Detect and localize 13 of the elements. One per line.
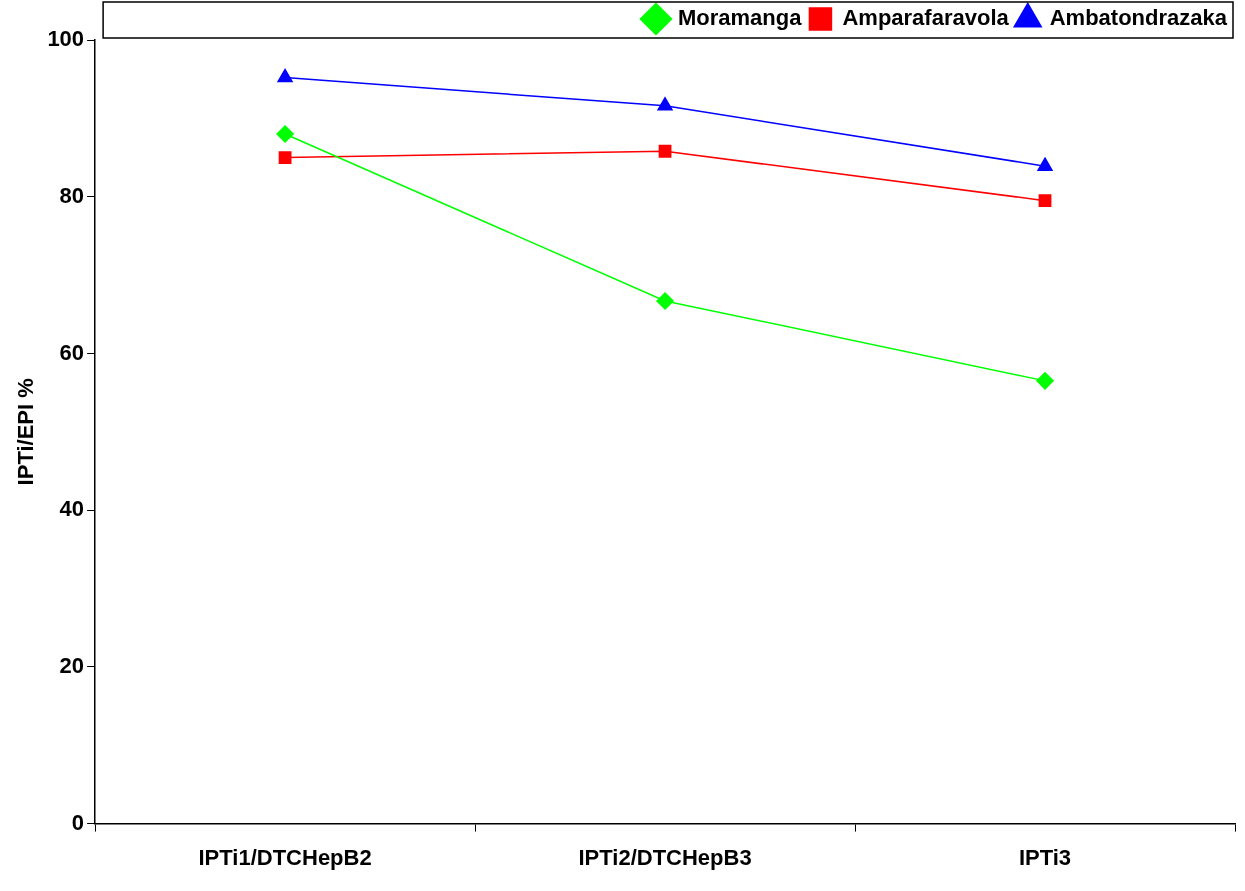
y-tick-label: 0	[71, 809, 85, 835]
x-tick-label: IPTi3	[1018, 844, 1072, 870]
y-tick-label: 60	[59, 339, 85, 365]
legend-label: Moramanga	[677, 5, 803, 31]
legend-label: Amparafaravola	[842, 5, 1010, 31]
y-axis-title: IPTi/EPI %	[13, 378, 39, 486]
y-tick-label: 20	[59, 652, 85, 678]
x-tick-label: IPTi1/DTCHepB2	[198, 844, 372, 870]
legend-label: Ambatondrazaka	[1049, 5, 1228, 31]
y-tick-label: 100	[47, 26, 85, 52]
y-tick-label: 80	[59, 182, 85, 208]
x-tick-label: IPTi2/DTCHepB3	[578, 844, 752, 870]
y-tick-label: 40	[59, 496, 85, 522]
